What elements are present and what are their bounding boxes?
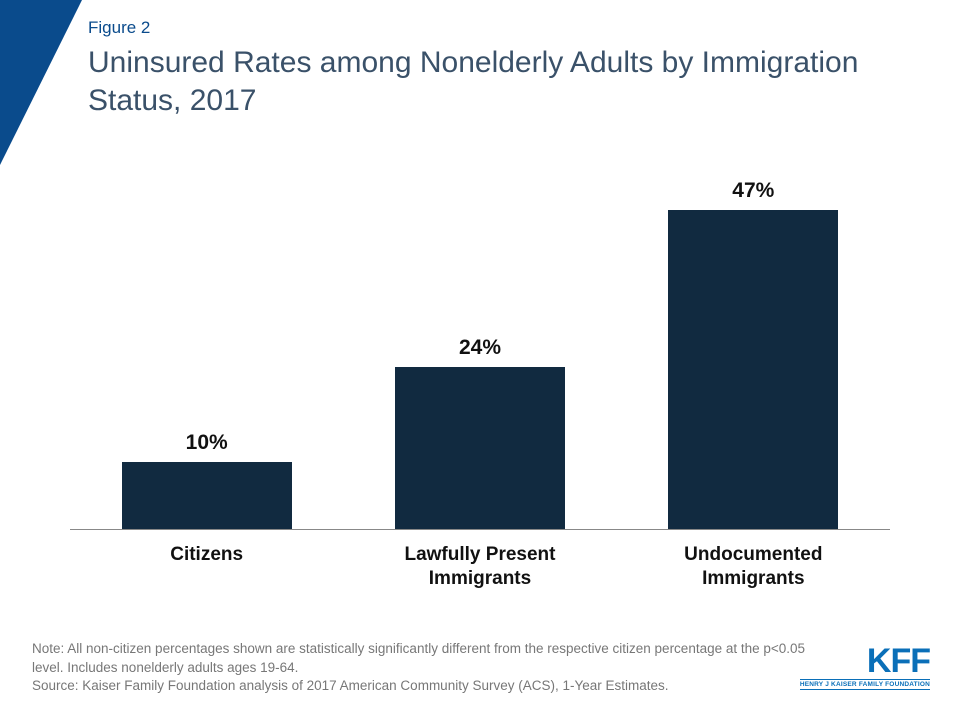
bar-value-label: 10%: [186, 431, 228, 455]
bar-chart: 10% 24% 47% CitizensLawfully PresentImmigr…: [70, 160, 890, 590]
corner-triangle: [0, 0, 82, 165]
footer-notes: Note: All non-citizen percentages shown …: [32, 640, 810, 695]
category-label: Citizens: [70, 535, 343, 590]
chart-title: Uninsured Rates among Nonelderly Adults …: [88, 44, 920, 119]
category-label: Lawfully PresentImmigrants: [343, 535, 616, 590]
source-text: Source: Kaiser Family Foundation analysi…: [32, 677, 810, 695]
kff-logo-text: KFF: [800, 646, 930, 677]
bar-group: 47%: [617, 179, 890, 530]
category-labels-row: CitizensLawfully PresentImmigrantsUndocu…: [70, 535, 890, 590]
header-block: Figure 2 Uninsured Rates among Nonelderl…: [88, 18, 920, 119]
bar-rect: [122, 462, 292, 530]
figure-page: Figure 2 Uninsured Rates among Nonelderl…: [0, 0, 960, 720]
kff-logo: KFF HENRY J KAISER FAMILY FOUNDATION: [800, 646, 930, 690]
bar-value-label: 24%: [459, 336, 501, 360]
bar-rect: [668, 210, 838, 530]
note-text: Note: All non-citizen percentages shown …: [32, 640, 810, 676]
chart-baseline: [70, 529, 890, 530]
figure-number: Figure 2: [88, 18, 920, 38]
bar-group: 24%: [343, 336, 616, 530]
kff-logo-subtitle: HENRY J KAISER FAMILY FOUNDATION: [800, 679, 930, 690]
bar-rect: [395, 367, 565, 530]
bar-value-label: 47%: [732, 179, 774, 203]
bars-row: 10%24%47%: [70, 190, 890, 530]
category-label: UndocumentedImmigrants: [617, 535, 890, 590]
bar-group: 10%: [70, 431, 343, 530]
